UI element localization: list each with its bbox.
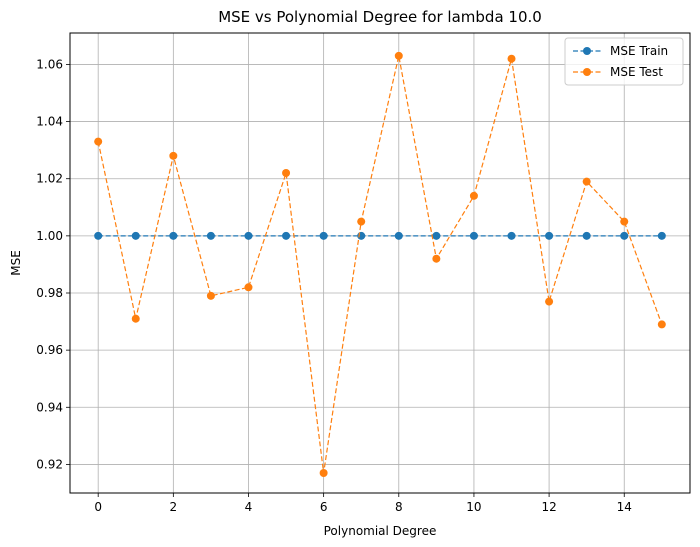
y-tick-label: 0.92: [36, 457, 63, 471]
series-layer: [94, 51, 666, 477]
ticks: 0 2 4 6 8 10 12 14 0.92 0.94 0.96 0.98 1.00 1.02 1.04 1…: [36, 57, 632, 514]
series-0-point: [357, 231, 366, 240]
legend-label-1: MSE Test: [610, 65, 663, 79]
series-0-point: [244, 231, 253, 240]
series-1-point: [394, 51, 403, 60]
y-tick-label: 1.02: [36, 172, 63, 186]
x-tick-label: 6: [320, 500, 328, 514]
series-1-point: [545, 297, 554, 306]
series-0-point: [94, 231, 103, 240]
legend-box: [564, 37, 684, 86]
series-1-point: [507, 54, 516, 63]
x-tick-label: 10: [466, 500, 481, 514]
legend-label-0: MSE Train: [610, 44, 668, 58]
series-0-point: [131, 231, 140, 240]
y-tick-label: 1.06: [36, 57, 63, 71]
series-0-point: [469, 231, 478, 240]
series-1-point: [282, 169, 291, 177]
series-1-point: [657, 320, 666, 329]
series-1-point: [319, 469, 328, 477]
grid: [70, 33, 690, 493]
series-1-point: [94, 137, 103, 146]
series-1-point: [244, 283, 253, 292]
x-tick-label: 2: [170, 500, 178, 514]
series-0-point: [169, 231, 178, 240]
series-1-point: [357, 217, 366, 226]
series-1-point: [432, 254, 441, 263]
series-line-1: [97, 55, 663, 474]
series-1-point: [206, 291, 215, 300]
x-tick-label: 0: [94, 500, 102, 514]
x-axis-label: Polynomial Degree: [324, 524, 437, 538]
legend-marker-0: [583, 47, 591, 55]
y-tick-label: 1.04: [36, 115, 63, 129]
series-0-point: [394, 231, 403, 240]
y-tick-label: 0.98: [36, 286, 63, 300]
plot-frame: [69, 32, 691, 494]
series-1-point: [169, 151, 178, 160]
chart-title: MSE vs Polynomial Degree for lambda 10.0: [218, 8, 542, 26]
legend: MSE Train MSE Test: [564, 37, 684, 86]
series-0-point: [545, 231, 554, 240]
series-0-point: [432, 231, 441, 240]
series-0-point: [620, 231, 629, 240]
y-tick-label: 1.00: [36, 229, 63, 243]
series-0-point: [319, 231, 328, 240]
y-axis-label: MSE: [9, 250, 23, 276]
series-0-point: [206, 231, 215, 240]
x-tick-label: 8: [395, 500, 403, 514]
legend-marker-1: [583, 68, 591, 76]
series-1-point: [620, 217, 629, 226]
series-1-point: [582, 177, 591, 186]
x-tick-label: 12: [541, 500, 556, 514]
series-0-point: [282, 231, 291, 240]
x-tick-label: 4: [245, 500, 253, 514]
series-1-point: [131, 314, 140, 323]
series-0-point: [657, 231, 666, 240]
series-0-point: [582, 231, 591, 240]
x-tick-label: 14: [617, 500, 632, 514]
y-tick-label: 0.96: [36, 343, 63, 357]
series-1-point: [469, 191, 478, 200]
y-tick-label: 0.94: [36, 400, 63, 414]
series-0-point: [507, 231, 516, 240]
